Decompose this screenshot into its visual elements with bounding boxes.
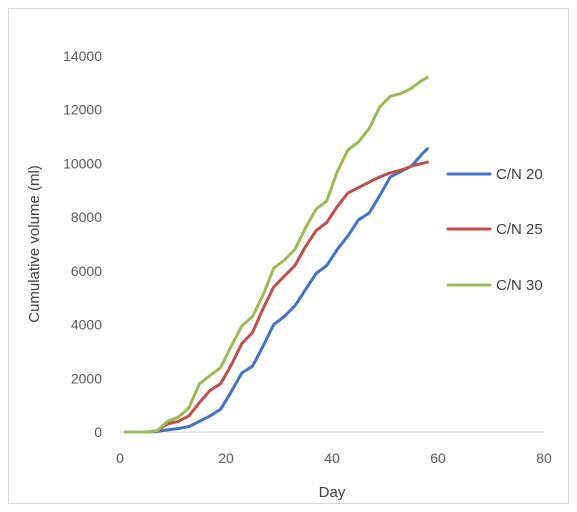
y-tick-label: 6000	[71, 263, 102, 279]
legend-label-3: C/N 30	[496, 277, 543, 294]
x-tick-label: 40	[324, 450, 340, 466]
series-line-2	[123, 160, 429, 434]
x-tick-label: 0	[116, 450, 124, 466]
y-tick-label: 2000	[71, 370, 102, 386]
y-tick-label: 10000	[63, 155, 102, 171]
x-tick-label: 20	[218, 450, 234, 466]
y-tick-label: 14000	[63, 48, 102, 64]
x-tick-label: 60	[430, 450, 446, 466]
y-tick-label: 8000	[71, 209, 102, 225]
legend-label-2: C/N 25	[496, 221, 543, 238]
x-axis-title: Day	[319, 484, 346, 501]
y-tick-label: 4000	[71, 317, 102, 333]
x-tick-label: 80	[536, 450, 552, 466]
series-line-3	[123, 76, 429, 434]
y-tick-label: 0	[94, 424, 102, 440]
y-axis-title: Cumulative volume (ml)	[26, 165, 43, 323]
series-line-1	[123, 147, 429, 434]
chart-frame	[8, 8, 569, 504]
y-tick-label: 12000	[63, 102, 102, 118]
legend-label-1: C/N 20	[496, 166, 543, 183]
